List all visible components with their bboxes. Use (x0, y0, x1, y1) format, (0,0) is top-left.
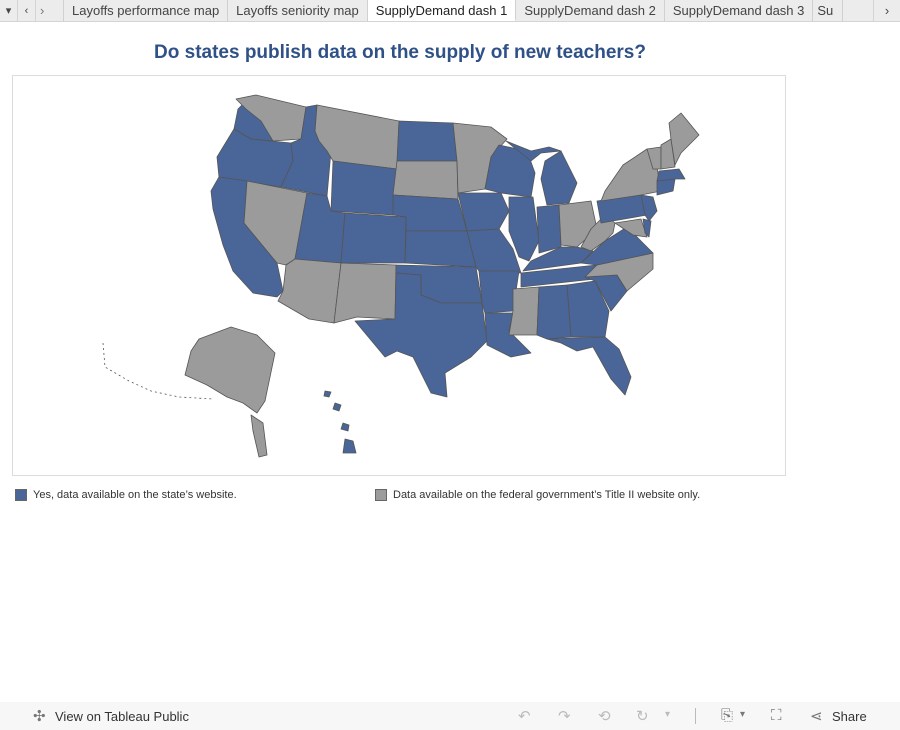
tab-supplydemand-dash-3[interactable]: SupplyDemand dash 3 (665, 0, 814, 21)
tab-label: Layoffs seniority map (236, 3, 359, 18)
state-ak[interactable] (184, 326, 276, 414)
download-icon[interactable]: ⎘ (721, 707, 734, 724)
state-co[interactable] (340, 212, 407, 264)
revert-icon[interactable]: ⟲ (598, 708, 611, 725)
us-state-map[interactable] (12, 75, 786, 476)
state-hi-maui[interactable] (340, 422, 350, 432)
state-az[interactable] (277, 258, 342, 324)
state-nj[interactable] (640, 194, 658, 222)
tableau-logo-icon: ✣ (33, 708, 46, 725)
legend-yes-swatch (15, 489, 27, 501)
state-mi-lower[interactable] (540, 150, 578, 206)
state-ky[interactable] (522, 246, 594, 272)
state-ga[interactable] (566, 280, 610, 338)
tab-scroll-right-icon[interactable]: › (873, 0, 900, 21)
state-ms[interactable] (508, 286, 540, 336)
state-tx[interactable] (354, 272, 488, 398)
legend-yes: Yes, data available on the state’s websi… (15, 489, 237, 501)
undo-icon[interactable]: ↶ (518, 708, 531, 725)
state-nd[interactable] (396, 120, 458, 162)
state-wi[interactable] (484, 144, 536, 198)
dashboard-title: Do states publish data on the supply of … (154, 42, 646, 63)
state-ak-islands (102, 342, 214, 400)
share-icon[interactable]: ⋖ (810, 708, 823, 725)
redo-icon[interactable]: ↷ (558, 708, 571, 725)
state-al[interactable] (536, 284, 572, 340)
tab-supplydemand-dash-2[interactable]: SupplyDemand dash 2 (516, 0, 665, 21)
tab-label: Su (817, 3, 834, 18)
toolbar-separator (695, 708, 696, 724)
state-ak-panhandle[interactable] (250, 414, 268, 458)
legend-no: Data available on the federal government… (375, 489, 700, 501)
state-wy[interactable] (330, 160, 398, 216)
tab-label: Layoffs performance map (72, 3, 220, 18)
state-il[interactable] (508, 196, 540, 262)
tab-hidden-partial[interactable]: › (36, 0, 64, 21)
tableau-toolbar: ✣ View on Tableau Public ↶ ↷ ⟲ ↻ ▾ ⎘ ▾ ⛶… (0, 702, 900, 730)
download-dropdown-icon[interactable]: ▾ (740, 709, 746, 720)
sheet-tab-bar: ▾ ‹ › Layoffs performance map Layoffs se… (0, 0, 900, 22)
tab-supplydemand-dash-1[interactable]: SupplyDemand dash 1 (367, 0, 517, 21)
tab-label: SupplyDemand dash 1 (375, 2, 508, 18)
tab-menu-dropdown-icon[interactable]: ▾ (0, 0, 18, 21)
tab-partial-su[interactable]: Su (813, 0, 844, 21)
state-ct[interactable] (656, 178, 676, 196)
tab-layoffs-seniority-map[interactable]: Layoffs seniority map (228, 0, 368, 21)
state-sd[interactable] (392, 160, 459, 200)
pause-dropdown-icon[interactable]: ▾ (665, 709, 671, 720)
legend-no-label: Data available on the federal government… (393, 489, 701, 501)
fullscreen-icon[interactable]: ⛶ (771, 707, 782, 724)
state-md[interactable] (614, 218, 648, 238)
state-nm[interactable] (333, 262, 397, 324)
legend-no-swatch (375, 489, 387, 501)
state-hi-kauai[interactable] (323, 390, 332, 398)
state-me[interactable] (668, 112, 700, 166)
state-ma[interactable] (656, 168, 686, 182)
tab-layoffs-performance-map[interactable]: Layoffs performance map (64, 0, 229, 21)
state-hi-oahu[interactable] (332, 402, 342, 412)
state-nh[interactable] (660, 138, 676, 170)
refresh-icon[interactable]: ↻ (636, 708, 649, 725)
state-in[interactable] (536, 204, 562, 254)
state-ia[interactable] (457, 192, 510, 232)
state-hi-big-island[interactable] (342, 438, 357, 454)
tab-scroll-left-icon[interactable]: ‹ (18, 0, 36, 21)
tab-label: SupplyDemand dash 2 (524, 3, 656, 18)
legend-yes-label: Yes, data available on the state’s websi… (33, 489, 237, 501)
state-ar[interactable] (478, 270, 520, 314)
tab-label: SupplyDemand dash 3 (672, 3, 805, 18)
map-canvas (102, 94, 700, 458)
share-button[interactable]: Share (832, 709, 867, 724)
state-ks[interactable] (404, 230, 477, 268)
view-on-tableau-public-link[interactable]: View on Tableau Public (55, 709, 189, 724)
state-fl[interactable] (546, 336, 632, 396)
state-wa-east[interactable] (235, 94, 307, 142)
